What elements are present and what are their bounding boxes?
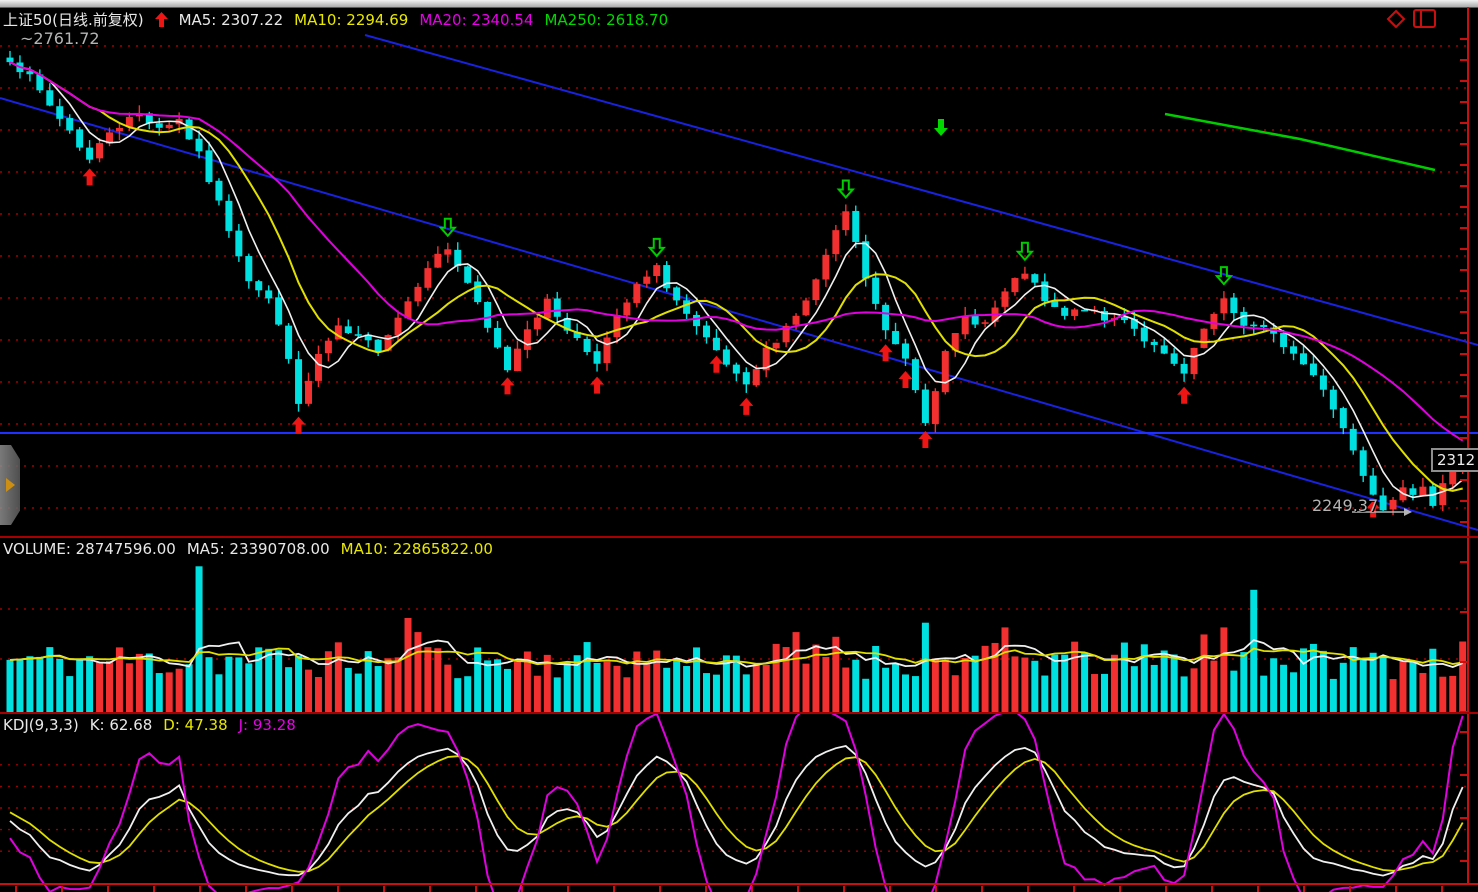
toolbar-edge [0,0,1478,8]
up-arrow-icon [154,12,168,27]
kdj-chart[interactable] [0,714,1478,892]
low-price-label: 2249.37 [1312,496,1379,515]
volume-ma10-value: MA10: 22865822.00 [340,540,493,558]
last-price-tag: 2312 [1431,448,1478,472]
ma5-value: MA5: 2307.22 [178,10,284,29]
volume-chart[interactable] [0,538,1478,713]
high-price-label: ~2761.72 [20,29,100,48]
ma10-value: MA10: 2294.69 [294,10,409,29]
ma250-value: MA250: 2618.70 [544,10,669,29]
kdj-name: KDJ(9,3,3) [3,716,79,734]
diamond-icon[interactable] [1386,9,1406,29]
kdj-header: KDJ(9,3,3) K: 62.68 D: 47.38 J: 93.28 [3,716,296,734]
main-chart-header: 上证50(日线.前复权) MA5: 2307.22 MA10: 2294.69 … [3,9,668,30]
panel-separator [0,712,1478,714]
candlestick-chart[interactable] [0,7,1478,537]
kdj-j-value: J: 93.28 [238,716,296,734]
split-window-icon[interactable] [1413,9,1437,29]
chart-title: 上证50(日线.前复权) [3,11,144,29]
sidebar-expand-tab[interactable] [0,445,20,525]
kdj-d-value: D: 47.38 [163,716,228,734]
kdj-k-value: K: 62.68 [89,716,153,734]
volume-ma5-value: MA5: 23390708.00 [186,540,330,558]
expand-arrow-icon [5,478,15,492]
ma20-value: MA20: 2340.54 [419,10,534,29]
volume-header: VOLUME: 28747596.00 MA5: 23390708.00 MA1… [3,540,493,558]
volume-value: VOLUME: 28747596.00 [3,540,176,558]
panel-separator [0,536,1478,538]
